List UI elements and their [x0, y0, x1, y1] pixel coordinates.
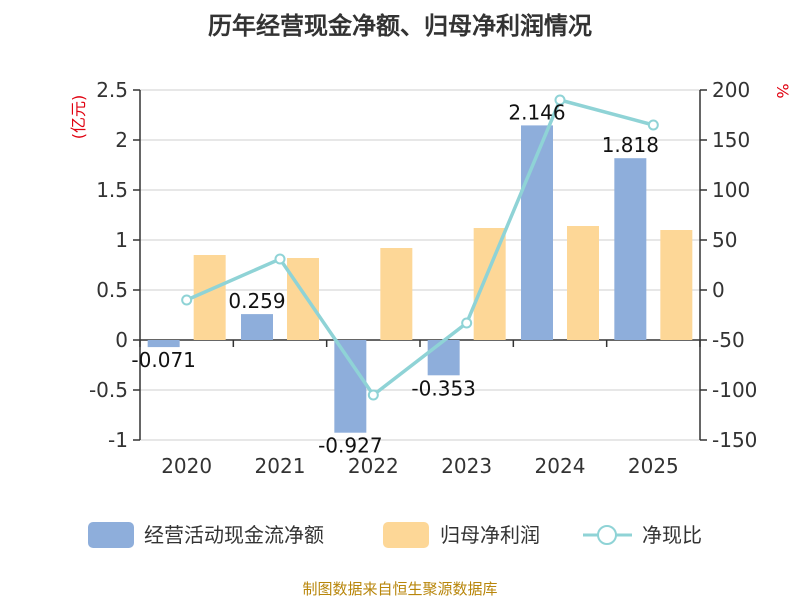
cash-flow-bar	[427, 340, 460, 376]
cash-flow-value-label: -0.927	[318, 434, 382, 458]
right-tick-label: 100	[712, 178, 750, 202]
axes: 2.5 2 1.5 1 0.5 0 -0.5 -1 200 150 100 50 0 -50 -100 -15…	[89, 78, 757, 478]
legend-label-cash-flow: 经营活动现金流净额	[144, 523, 324, 547]
right-tick-label: -100	[712, 378, 757, 402]
left-tick-label: 2	[115, 128, 128, 152]
cash-flow-bar	[334, 340, 367, 433]
left-axis-unit: (亿元)	[69, 95, 88, 140]
net-profit-bar	[660, 230, 693, 340]
cash-flow-value-label: 0.259	[228, 289, 285, 313]
net-profit-bar	[287, 258, 319, 340]
ratio-point	[367, 389, 379, 401]
net-profit-bar	[380, 248, 413, 340]
left-tick-label: 1	[115, 228, 128, 252]
x-tick-label: 2022	[348, 454, 399, 478]
bar-series	[147, 125, 693, 433]
legend-swatch-net-profit	[383, 522, 429, 548]
net-profit-bar	[567, 226, 599, 340]
right-tick-label: 150	[712, 128, 750, 152]
legend-label-ratio: 净现比	[642, 523, 702, 547]
right-axis-unit: %	[773, 83, 792, 98]
ratio-point	[274, 253, 286, 265]
cash-flow-value-label: 2.146	[508, 100, 565, 124]
x-tick-label: 2024	[535, 454, 586, 478]
right-tick-label: 50	[712, 228, 737, 252]
net-profit-bar	[193, 255, 226, 340]
ratio-point	[647, 119, 659, 131]
legend-marker-ratio	[597, 525, 617, 545]
left-tick-label: 0.5	[96, 278, 128, 302]
legend-swatch-cash-flow	[88, 522, 134, 548]
left-tick-label: -1	[108, 428, 128, 452]
left-tick-label: 0	[115, 328, 128, 352]
x-tick-label: 2025	[628, 454, 679, 478]
legend: 经营活动现金流净额 归母净利润 净现比	[88, 522, 702, 548]
right-tick-label: -150	[712, 428, 757, 452]
left-tick-label: 1.5	[96, 178, 128, 202]
left-tick-label: -0.5	[89, 378, 128, 402]
ratio-point	[554, 94, 566, 106]
data-labels: -0.071 0.259 -0.927 -0.353 2.146 1.818	[131, 100, 659, 457]
right-tick-label: 200	[712, 78, 750, 102]
chart-title: 历年经营现金净额、归母净利润情况	[208, 12, 592, 40]
line-series	[181, 94, 659, 401]
left-tick-label: 2.5	[96, 78, 128, 102]
x-tick-label: 2021	[255, 454, 306, 478]
right-tick-label: -50	[712, 328, 745, 352]
cash-flow-bar	[614, 158, 647, 340]
cash-flow-value-label: -0.353	[411, 376, 475, 400]
ratio-line	[185, 97, 654, 398]
legend-label-net-profit: 归母净利润	[440, 523, 540, 547]
ratio-point	[461, 317, 473, 329]
source-note: 制图数据来自恒生聚源数据库	[302, 580, 497, 598]
ratio-point	[181, 294, 193, 306]
cash-flow-bar	[147, 340, 180, 348]
cash-flow-value-label: -0.071	[131, 348, 195, 372]
cash-flow-bar	[521, 125, 553, 341]
cash-flow-bar	[241, 314, 273, 340]
x-tick-label: 2023	[441, 454, 492, 478]
x-tick-label: 2020	[161, 454, 212, 478]
cash-flow-value-label: 1.818	[602, 133, 659, 157]
right-tick-label: 0	[712, 278, 725, 302]
